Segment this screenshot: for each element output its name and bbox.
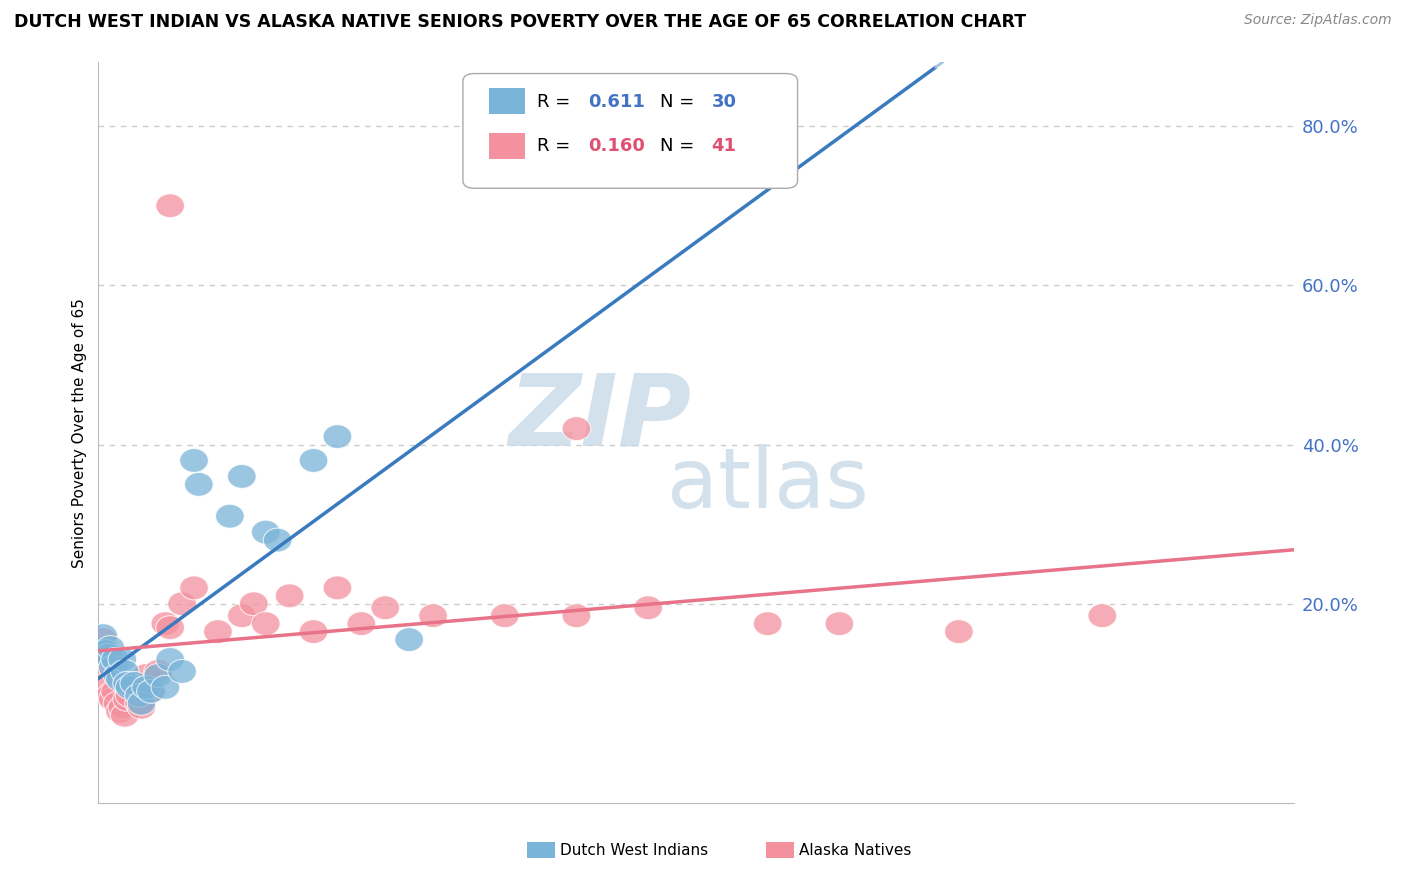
Ellipse shape [150, 675, 180, 699]
Ellipse shape [136, 680, 166, 703]
Text: 30: 30 [711, 93, 737, 111]
Ellipse shape [98, 688, 127, 711]
Ellipse shape [127, 691, 156, 715]
Ellipse shape [299, 620, 328, 644]
Ellipse shape [371, 596, 399, 620]
FancyBboxPatch shape [463, 73, 797, 188]
Ellipse shape [395, 628, 423, 651]
Ellipse shape [754, 612, 782, 636]
Text: R =: R = [537, 137, 576, 155]
Text: N =: N = [661, 93, 700, 111]
Ellipse shape [103, 691, 132, 715]
Ellipse shape [111, 703, 139, 727]
Ellipse shape [96, 683, 125, 707]
Ellipse shape [115, 683, 143, 707]
Ellipse shape [94, 644, 122, 667]
Ellipse shape [1088, 604, 1116, 628]
Ellipse shape [156, 194, 184, 218]
Ellipse shape [184, 473, 214, 496]
Text: Dutch West Indians: Dutch West Indians [560, 843, 707, 857]
Ellipse shape [111, 659, 139, 683]
Ellipse shape [634, 596, 662, 620]
Ellipse shape [115, 675, 143, 699]
Ellipse shape [252, 612, 280, 636]
Ellipse shape [105, 667, 135, 691]
Ellipse shape [228, 465, 256, 488]
Text: 0.160: 0.160 [589, 137, 645, 155]
Ellipse shape [120, 672, 149, 696]
Ellipse shape [347, 612, 375, 636]
Ellipse shape [112, 688, 142, 711]
Ellipse shape [89, 628, 118, 651]
Ellipse shape [98, 656, 127, 680]
FancyBboxPatch shape [489, 133, 524, 159]
Ellipse shape [108, 648, 136, 672]
Ellipse shape [491, 604, 519, 628]
Ellipse shape [96, 636, 125, 659]
Ellipse shape [143, 659, 173, 683]
Ellipse shape [94, 672, 122, 696]
Text: 41: 41 [711, 137, 737, 155]
Text: N =: N = [661, 137, 700, 155]
Y-axis label: Seniors Poverty Over the Age of 65: Seniors Poverty Over the Age of 65 [72, 298, 87, 567]
Ellipse shape [136, 680, 166, 703]
Ellipse shape [562, 417, 591, 441]
Text: ZIP: ZIP [509, 369, 692, 467]
Ellipse shape [419, 604, 447, 628]
Ellipse shape [120, 675, 149, 699]
Ellipse shape [252, 520, 280, 544]
Ellipse shape [105, 699, 135, 723]
Ellipse shape [108, 696, 136, 719]
Ellipse shape [945, 620, 973, 644]
Ellipse shape [156, 648, 184, 672]
Ellipse shape [150, 612, 180, 636]
Ellipse shape [125, 691, 153, 715]
Ellipse shape [299, 449, 328, 473]
Ellipse shape [91, 656, 120, 680]
Text: atlas: atlas [666, 444, 869, 525]
Ellipse shape [180, 449, 208, 473]
Ellipse shape [167, 659, 197, 683]
Ellipse shape [562, 604, 591, 628]
Ellipse shape [89, 624, 118, 648]
Ellipse shape [228, 604, 256, 628]
Text: DUTCH WEST INDIAN VS ALASKA NATIVE SENIORS POVERTY OVER THE AGE OF 65 CORRELATIO: DUTCH WEST INDIAN VS ALASKA NATIVE SENIO… [14, 13, 1026, 31]
Ellipse shape [323, 425, 352, 449]
Ellipse shape [112, 672, 142, 696]
FancyBboxPatch shape [489, 88, 524, 114]
Ellipse shape [143, 664, 173, 688]
Ellipse shape [215, 504, 245, 528]
Ellipse shape [180, 576, 208, 599]
Ellipse shape [127, 696, 156, 719]
Ellipse shape [91, 640, 120, 664]
Ellipse shape [101, 680, 129, 703]
Text: Alaska Natives: Alaska Natives [799, 843, 911, 857]
Ellipse shape [132, 675, 160, 699]
Ellipse shape [101, 648, 129, 672]
Ellipse shape [125, 683, 153, 707]
Text: R =: R = [537, 93, 576, 111]
Ellipse shape [167, 591, 197, 615]
Ellipse shape [103, 664, 132, 688]
Ellipse shape [276, 584, 304, 607]
Ellipse shape [825, 612, 853, 636]
Ellipse shape [239, 591, 269, 615]
Ellipse shape [204, 620, 232, 644]
Text: 0.611: 0.611 [589, 93, 645, 111]
Text: Source: ZipAtlas.com: Source: ZipAtlas.com [1244, 13, 1392, 28]
Ellipse shape [156, 615, 184, 640]
Ellipse shape [263, 528, 292, 552]
Ellipse shape [323, 576, 352, 599]
Ellipse shape [132, 664, 160, 688]
